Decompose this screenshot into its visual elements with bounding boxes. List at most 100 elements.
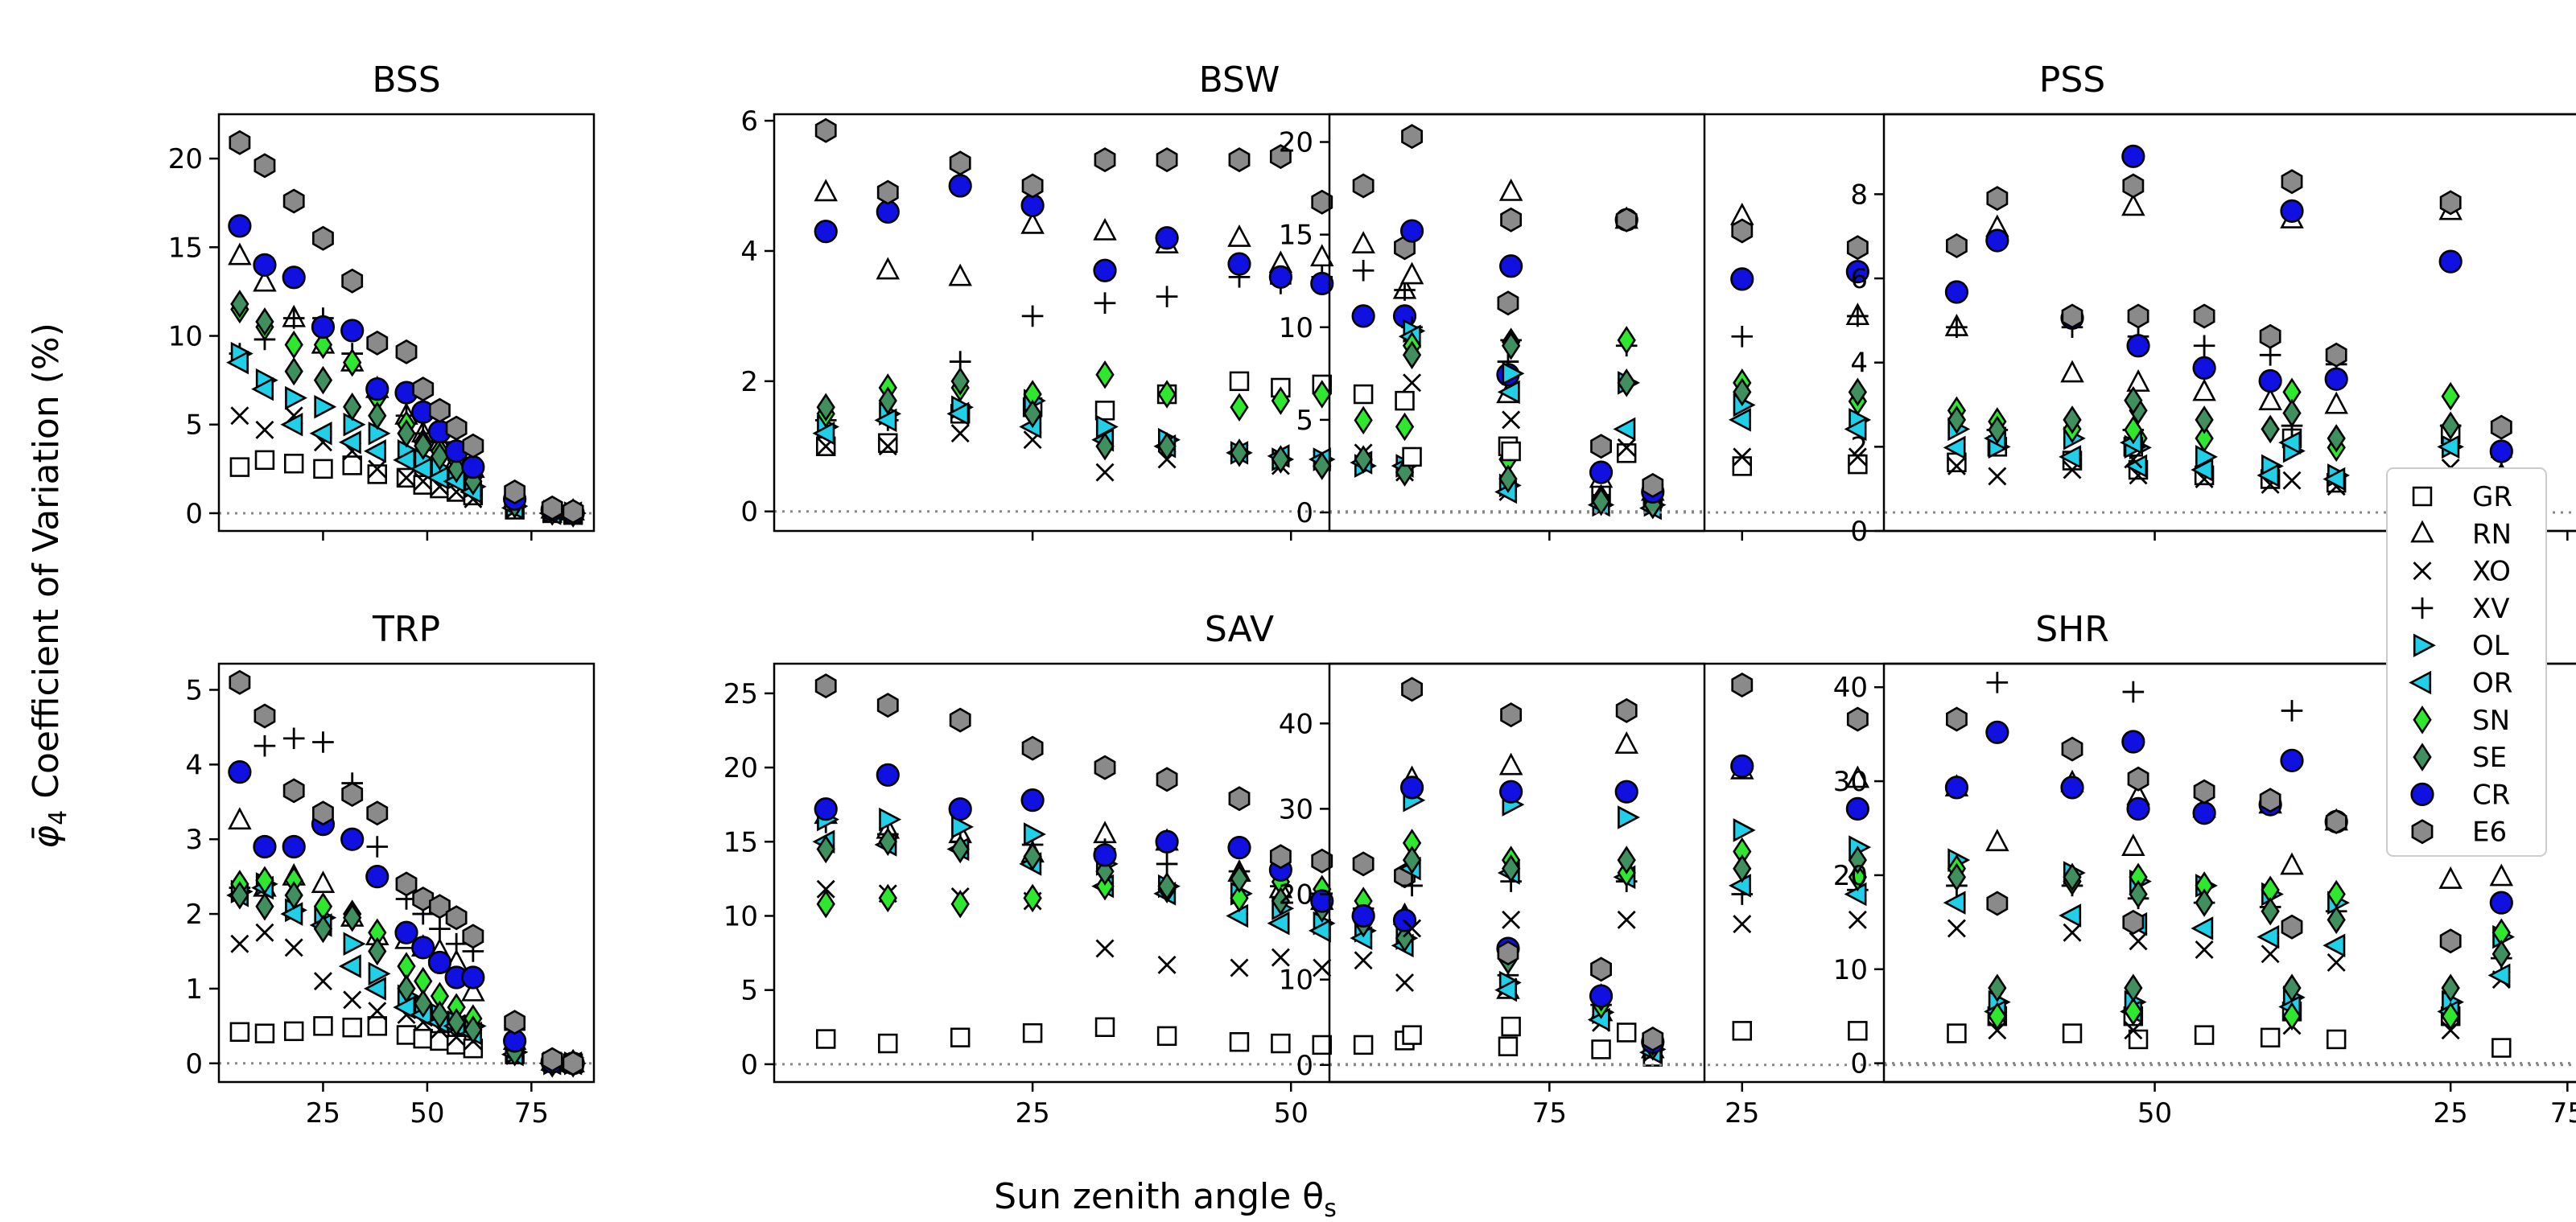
point-cr xyxy=(340,319,365,343)
point-se xyxy=(1354,445,1373,474)
legend-label: GR xyxy=(2472,481,2512,513)
point-sn xyxy=(1230,393,1249,422)
y-tick-label: 0 xyxy=(740,496,758,529)
point-e6 xyxy=(876,693,899,718)
point-se xyxy=(950,834,970,864)
point-e6 xyxy=(1352,851,1375,877)
point-or xyxy=(1844,882,1867,907)
legend-label: OL xyxy=(2472,630,2509,662)
point-e6 xyxy=(312,225,334,251)
y-tick-label: 20 xyxy=(1833,860,1868,892)
y-tick-label: 0 xyxy=(185,498,203,530)
point-rn xyxy=(2121,833,2145,856)
svg-text:φ̄4Coefficient of Variation (%: φ̄4 Coefficient of Variation (%) xyxy=(26,323,72,849)
point-se xyxy=(1617,368,1636,397)
point-xo xyxy=(230,406,249,426)
point-cr xyxy=(461,965,485,990)
point-se xyxy=(447,1007,466,1037)
point-cr xyxy=(2060,776,2084,800)
point-gr xyxy=(1501,1016,1521,1037)
y-tick-label: 40 xyxy=(1279,708,1313,740)
point-se xyxy=(1591,487,1611,516)
point-se xyxy=(1988,415,2007,445)
point-e6 xyxy=(1986,186,2009,212)
point-e6 xyxy=(229,130,251,155)
y-tick-label: 20 xyxy=(1279,879,1313,911)
point-e6 xyxy=(1590,434,1612,459)
point-xv xyxy=(445,932,468,955)
point-xo xyxy=(1395,973,1414,992)
point-se xyxy=(313,914,333,944)
point-gr xyxy=(1312,1035,1332,1055)
point-se xyxy=(878,827,897,857)
point-xo xyxy=(1271,948,1290,967)
point-sn xyxy=(2195,424,2214,453)
legend-label: SE xyxy=(2472,742,2507,774)
point-cr xyxy=(394,920,418,944)
legend-label: E6 xyxy=(2472,817,2507,849)
point-or xyxy=(1728,408,1751,432)
subplot-title: SAV xyxy=(1205,609,1274,650)
point-ol xyxy=(1024,822,1046,846)
y-axis-label-text: Coefficient of Variation (%) xyxy=(26,323,67,799)
point-e6 xyxy=(282,188,305,214)
legend-marker-rn xyxy=(2410,520,2434,543)
point-gr xyxy=(283,454,304,474)
point-cr xyxy=(1227,252,1251,276)
subplot-pss: PSS 0 5 10 15 20 xyxy=(1279,60,2576,541)
legend-item-xo: XO xyxy=(2413,556,2511,588)
y-tick-label: 2 xyxy=(740,366,758,398)
point-e6 xyxy=(504,479,526,505)
point-or xyxy=(426,466,449,490)
point-xo xyxy=(1502,410,1521,430)
point-gr xyxy=(1498,1036,1519,1056)
legend: GR RN XO XV OL OR SN SE CR E6 xyxy=(2386,467,2547,857)
point-gr xyxy=(367,1016,387,1036)
point-gr xyxy=(283,1021,304,1042)
point-se xyxy=(1848,377,1867,407)
point-e6 xyxy=(1846,706,1869,732)
point-se xyxy=(2195,405,2214,434)
point-sn xyxy=(1354,405,1373,435)
point-e6 xyxy=(2127,766,2149,792)
point-gr xyxy=(229,1022,250,1043)
subplot-sav: SAV 0 5 10 15 20 25 25 50 75 xyxy=(723,609,1706,1129)
y-tick-label: 0 xyxy=(740,1049,758,1081)
point-se xyxy=(2129,879,2148,909)
point-gr xyxy=(1616,1022,1637,1043)
point-se xyxy=(2327,424,2346,453)
point-xo xyxy=(255,923,274,942)
point-e6 xyxy=(445,415,468,441)
y-tick-label: 15 xyxy=(723,826,758,858)
point-se xyxy=(816,834,835,864)
point-xo xyxy=(1230,958,1249,977)
subplot-title: SHR xyxy=(2035,609,2109,650)
data-points xyxy=(812,673,1667,1067)
point-e6 xyxy=(412,886,435,912)
point-or xyxy=(1494,977,1518,1002)
point-cr xyxy=(2258,368,2282,393)
point-se xyxy=(1501,331,1521,360)
point-sn xyxy=(1023,883,1042,913)
point-e6 xyxy=(2439,928,2462,954)
point-cr xyxy=(1093,258,1117,282)
point-gr xyxy=(342,1017,362,1038)
point-xv xyxy=(1156,286,1178,307)
y-tick-label: 8 xyxy=(1850,179,1868,211)
point-xv xyxy=(1352,259,1375,282)
point-e6 xyxy=(428,397,451,423)
point-gr xyxy=(1616,443,1637,463)
point-se xyxy=(230,881,249,910)
point-e6 xyxy=(253,153,276,179)
point-xv xyxy=(1094,292,1116,315)
point-or xyxy=(946,401,970,426)
point-e6 xyxy=(1945,232,1968,258)
point-e6 xyxy=(562,1051,584,1076)
y-tick-label: 30 xyxy=(1279,793,1313,825)
point-se xyxy=(2124,386,2143,415)
point-e6 xyxy=(341,781,364,808)
point-sn xyxy=(1095,871,1115,901)
point-cr xyxy=(1499,780,1523,804)
point-e6 xyxy=(2061,303,2083,329)
point-e6 xyxy=(253,703,276,729)
